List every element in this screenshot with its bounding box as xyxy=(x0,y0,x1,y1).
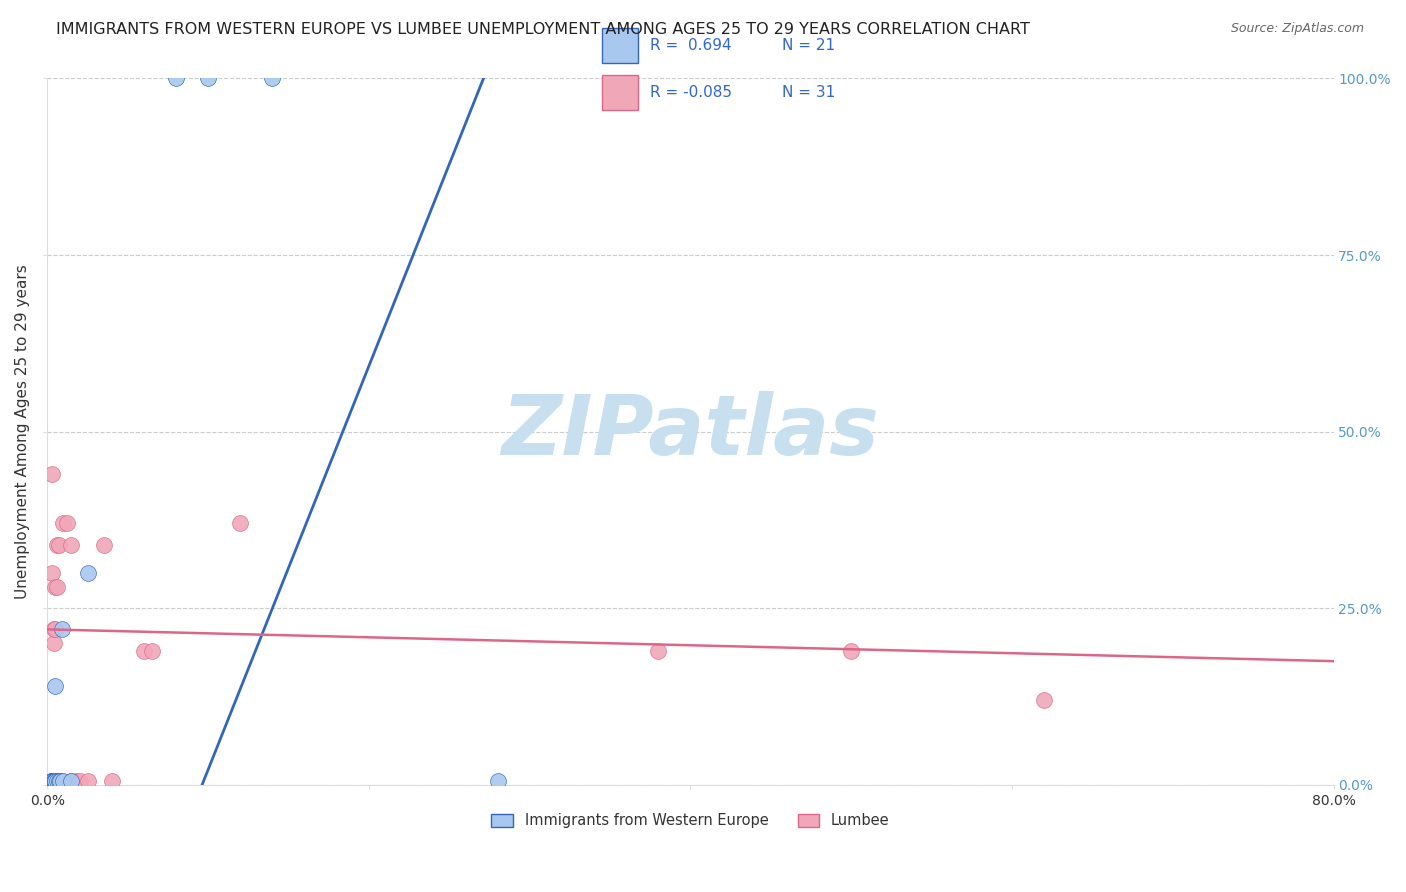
Point xyxy=(41,774,63,789)
Point xyxy=(55,516,77,531)
Point xyxy=(229,516,252,531)
Point xyxy=(60,538,83,552)
Y-axis label: Unemployment Among Ages 25 to 29 years: Unemployment Among Ages 25 to 29 years xyxy=(15,264,30,599)
Point xyxy=(197,71,219,86)
Point xyxy=(60,774,83,789)
Point xyxy=(69,774,91,789)
Point xyxy=(41,774,63,789)
Text: Source: ZipAtlas.com: Source: ZipAtlas.com xyxy=(1230,22,1364,36)
Point xyxy=(42,774,65,789)
Point xyxy=(46,774,69,789)
Point xyxy=(76,566,98,580)
Text: N = 31: N = 31 xyxy=(782,86,835,100)
Point xyxy=(100,774,122,789)
Point xyxy=(44,623,66,637)
Point xyxy=(42,774,65,789)
Point xyxy=(165,71,187,86)
Point xyxy=(76,774,98,789)
Text: N = 21: N = 21 xyxy=(782,38,835,53)
Point xyxy=(41,467,63,481)
FancyBboxPatch shape xyxy=(602,28,638,63)
Point xyxy=(141,643,163,657)
Point xyxy=(42,623,65,637)
Point xyxy=(41,774,63,789)
Point xyxy=(42,774,65,789)
Point xyxy=(44,774,66,789)
Point xyxy=(39,774,62,789)
Point xyxy=(39,774,62,789)
Point xyxy=(46,580,69,594)
Point xyxy=(839,643,862,657)
Point xyxy=(41,774,63,789)
FancyBboxPatch shape xyxy=(602,75,638,110)
Point xyxy=(52,516,75,531)
Point xyxy=(41,566,63,580)
Point xyxy=(44,679,66,693)
Point xyxy=(44,580,66,594)
Point xyxy=(132,643,155,657)
Point xyxy=(93,538,115,552)
Point xyxy=(49,774,72,789)
Text: ZIPatlas: ZIPatlas xyxy=(502,391,879,472)
Legend: Immigrants from Western Europe, Lumbee: Immigrants from Western Europe, Lumbee xyxy=(485,807,896,834)
Point xyxy=(44,774,66,789)
Point xyxy=(51,623,73,637)
Point xyxy=(52,774,75,789)
Point xyxy=(44,774,66,789)
Point xyxy=(48,774,70,789)
Point xyxy=(65,774,87,789)
Text: R = -0.085: R = -0.085 xyxy=(650,86,731,100)
Point xyxy=(48,538,70,552)
Point xyxy=(60,774,83,789)
Point xyxy=(46,538,69,552)
Point xyxy=(262,71,284,86)
Point xyxy=(42,774,65,789)
Point xyxy=(647,643,669,657)
Point xyxy=(1033,693,1056,707)
Point xyxy=(486,774,509,789)
Text: R =  0.694: R = 0.694 xyxy=(650,38,731,53)
Point xyxy=(49,774,72,789)
Point xyxy=(42,636,65,650)
Text: IMMIGRANTS FROM WESTERN EUROPE VS LUMBEE UNEMPLOYMENT AMONG AGES 25 TO 29 YEARS : IMMIGRANTS FROM WESTERN EUROPE VS LUMBEE… xyxy=(56,22,1031,37)
Point xyxy=(49,774,72,789)
Point xyxy=(41,774,63,789)
